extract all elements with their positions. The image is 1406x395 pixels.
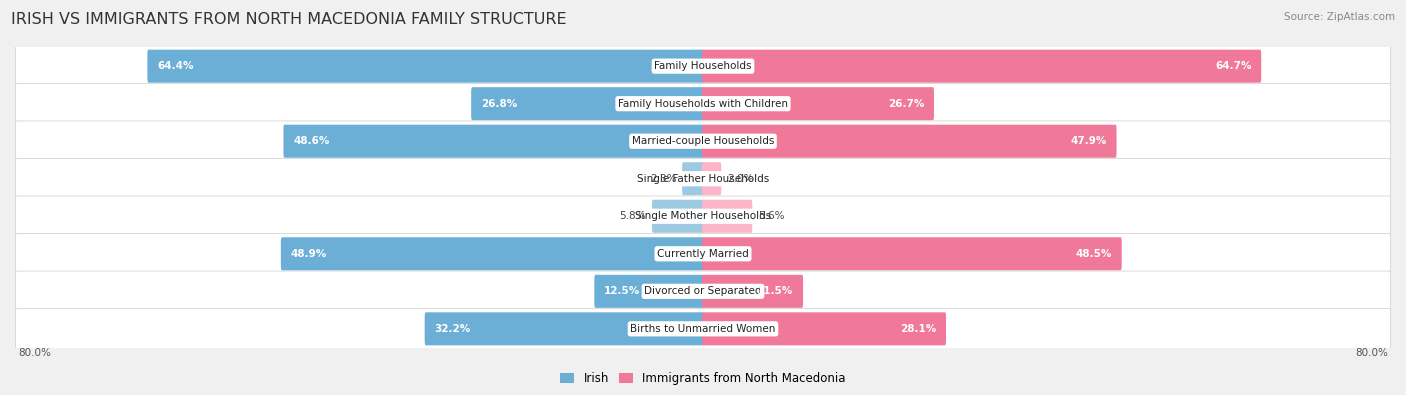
Text: IRISH VS IMMIGRANTS FROM NORTH MACEDONIA FAMILY STRUCTURE: IRISH VS IMMIGRANTS FROM NORTH MACEDONIA… — [11, 12, 567, 27]
Text: 26.7%: 26.7% — [889, 99, 924, 109]
FancyBboxPatch shape — [425, 312, 704, 345]
FancyBboxPatch shape — [702, 312, 946, 345]
Text: 64.7%: 64.7% — [1215, 61, 1251, 71]
FancyBboxPatch shape — [15, 233, 1391, 274]
Text: 2.3%: 2.3% — [650, 174, 676, 184]
Text: 5.8%: 5.8% — [620, 211, 647, 221]
Text: Source: ZipAtlas.com: Source: ZipAtlas.com — [1284, 12, 1395, 22]
FancyBboxPatch shape — [702, 50, 1261, 83]
FancyBboxPatch shape — [15, 121, 1391, 162]
FancyBboxPatch shape — [148, 50, 704, 83]
Text: Single Mother Households: Single Mother Households — [636, 211, 770, 221]
FancyBboxPatch shape — [15, 271, 1391, 312]
Text: Family Households with Children: Family Households with Children — [619, 99, 787, 109]
Text: Births to Unmarried Women: Births to Unmarried Women — [630, 324, 776, 334]
FancyBboxPatch shape — [15, 196, 1391, 237]
FancyBboxPatch shape — [702, 275, 803, 308]
FancyBboxPatch shape — [702, 237, 1122, 270]
FancyBboxPatch shape — [702, 200, 752, 233]
FancyBboxPatch shape — [702, 125, 1116, 158]
Text: 48.5%: 48.5% — [1076, 249, 1112, 259]
Text: 5.6%: 5.6% — [758, 211, 785, 221]
Text: 48.6%: 48.6% — [292, 136, 329, 146]
Text: 28.1%: 28.1% — [900, 324, 936, 334]
Text: Single Father Households: Single Father Households — [637, 174, 769, 184]
Text: 48.9%: 48.9% — [291, 249, 326, 259]
FancyBboxPatch shape — [281, 237, 704, 270]
Text: Currently Married: Currently Married — [657, 249, 749, 259]
FancyBboxPatch shape — [15, 308, 1391, 349]
FancyBboxPatch shape — [15, 46, 1391, 87]
Legend: Irish, Immigrants from North Macedonia: Irish, Immigrants from North Macedonia — [555, 367, 851, 390]
FancyBboxPatch shape — [682, 162, 704, 195]
Text: 80.0%: 80.0% — [18, 348, 51, 357]
FancyBboxPatch shape — [702, 162, 721, 195]
FancyBboxPatch shape — [652, 200, 704, 233]
Text: 26.8%: 26.8% — [481, 99, 517, 109]
Text: Family Households: Family Households — [654, 61, 752, 71]
FancyBboxPatch shape — [284, 125, 704, 158]
Text: 80.0%: 80.0% — [1355, 348, 1388, 357]
Text: Divorced or Separated: Divorced or Separated — [644, 286, 762, 296]
Text: 2.0%: 2.0% — [727, 174, 754, 184]
Text: Married-couple Households: Married-couple Households — [631, 136, 775, 146]
FancyBboxPatch shape — [471, 87, 704, 120]
Text: 11.5%: 11.5% — [758, 286, 793, 296]
FancyBboxPatch shape — [15, 83, 1391, 124]
Text: 64.4%: 64.4% — [157, 61, 194, 71]
Text: 47.9%: 47.9% — [1070, 136, 1107, 146]
Text: 12.5%: 12.5% — [605, 286, 640, 296]
FancyBboxPatch shape — [595, 275, 704, 308]
Text: 32.2%: 32.2% — [434, 324, 471, 334]
FancyBboxPatch shape — [702, 87, 934, 120]
FancyBboxPatch shape — [15, 158, 1391, 199]
